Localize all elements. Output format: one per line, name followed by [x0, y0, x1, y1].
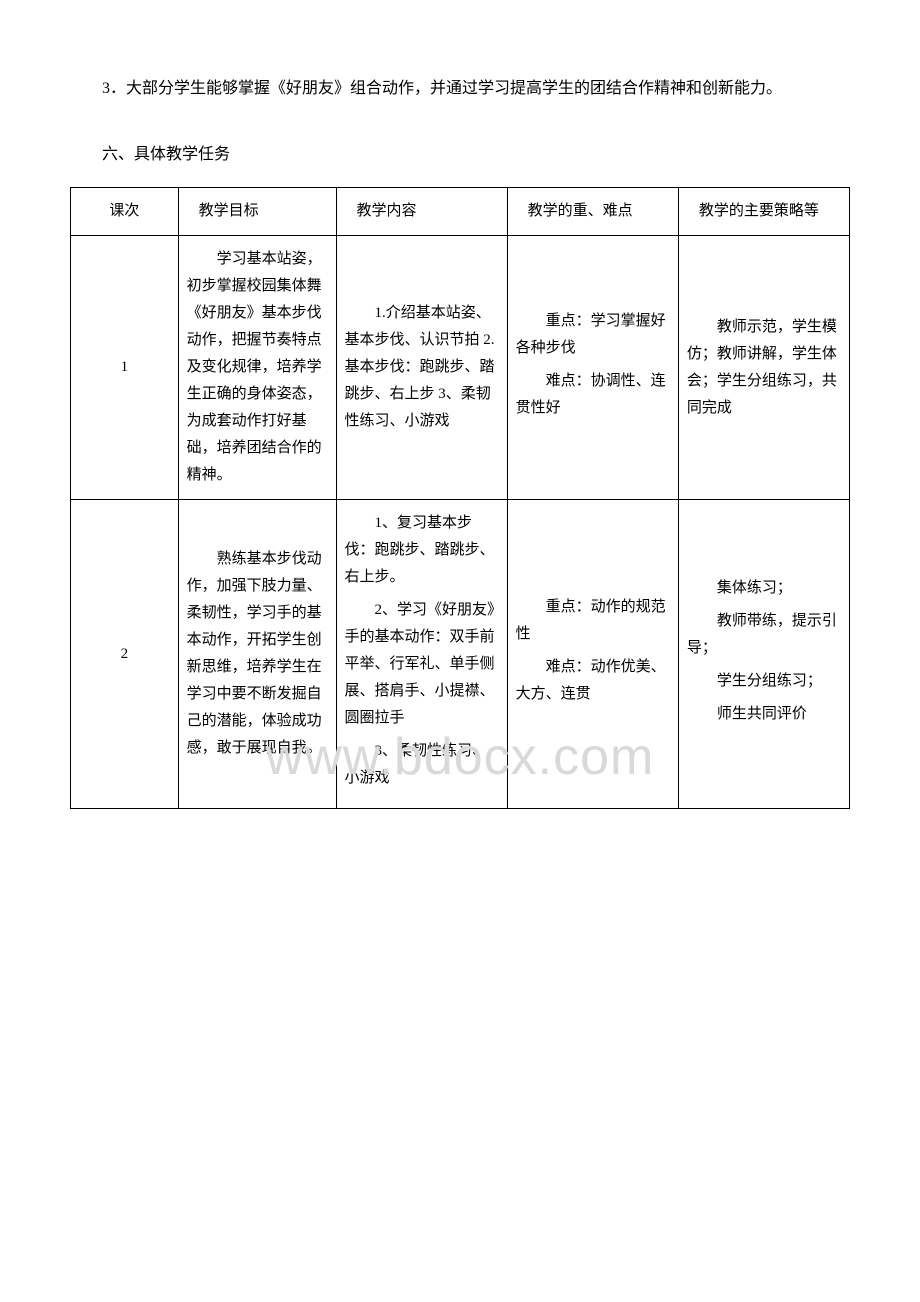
intro-paragraph: 3．大部分学生能够掌握《好朋友》组合动作，并通过学习提高学生的团结合作精神和创新…	[70, 76, 850, 102]
cell-points: 重点：动作的规范性 难点：动作优美、大方、连贯	[507, 500, 678, 809]
cell-strategy: 教师示范，学生模仿；教师讲解，学生体会；学生分组练习，共同完成	[678, 236, 849, 500]
points-key: 重点：动作的规范性	[516, 594, 670, 648]
strategy-item: 集体练习；	[687, 575, 841, 602]
header-strategy: 教学的主要策略等	[678, 188, 849, 236]
header-goal: 教学目标	[178, 188, 336, 236]
strategy-item: 师生共同评价	[687, 701, 841, 728]
section-title: 六、具体教学任务	[70, 142, 850, 168]
cell-strategy: 集体练习； 教师带练，提示引导； 学生分组练习； 师生共同评价	[678, 500, 849, 809]
table-header-row: 课次 教学目标 教学内容 教学的重、难点 教学的主要策略等	[71, 188, 850, 236]
table-row: 1 学习基本站姿，初步掌握校园集体舞《好朋友》基本步伐动作，把握节奏特点及变化规…	[71, 236, 850, 500]
content-item: 1、复习基本步伐：跑跳步、踏跳步、右上步。	[345, 510, 499, 591]
strategy-item: 学生分组练习；	[687, 668, 841, 695]
header-points: 教学的重、难点	[507, 188, 678, 236]
teaching-task-table: 课次 教学目标 教学内容 教学的重、难点 教学的主要策略等 1 学习基本站姿，初…	[70, 187, 850, 809]
cell-content: 1.介绍基本站姿、基本步伐、认识节拍 2.基本步伐：跑跳步、踏跳步、右上步 3、…	[336, 236, 507, 500]
cell-content: 1、复习基本步伐：跑跳步、踏跳步、右上步。 2、学习《好朋友》手的基本动作：双手…	[336, 500, 507, 809]
cell-goal: 熟练基本步伐动作，加强下肢力量、柔韧性，学习手的基本动作，开拓学生创新思维，培养…	[178, 500, 336, 809]
table-row: 2 熟练基本步伐动作，加强下肢力量、柔韧性，学习手的基本动作，开拓学生创新思维，…	[71, 500, 850, 809]
cell-lesson-num: 2	[71, 500, 179, 809]
header-lesson-num: 课次	[71, 188, 179, 236]
points-difficult: 难点：动作优美、大方、连贯	[516, 654, 670, 708]
points-difficult: 难点：协调性、连贯性好	[516, 368, 670, 422]
strategy-item: 教师带练，提示引导；	[687, 608, 841, 662]
cell-points: 重点：学习掌握好各种步伐 难点：协调性、连贯性好	[507, 236, 678, 500]
points-key: 重点：学习掌握好各种步伐	[516, 308, 670, 362]
cell-goal: 学习基本站姿，初步掌握校园集体舞《好朋友》基本步伐动作，把握节奏特点及变化规律，…	[178, 236, 336, 500]
cell-lesson-num: 1	[71, 236, 179, 500]
content-item: 2、学习《好朋友》手的基本动作：双手前平举、行军礼、单手侧展、搭肩手、小提襟、圆…	[345, 597, 499, 732]
header-content: 教学内容	[336, 188, 507, 236]
content-item: 3、柔韧性练习、小游戏	[345, 738, 499, 792]
